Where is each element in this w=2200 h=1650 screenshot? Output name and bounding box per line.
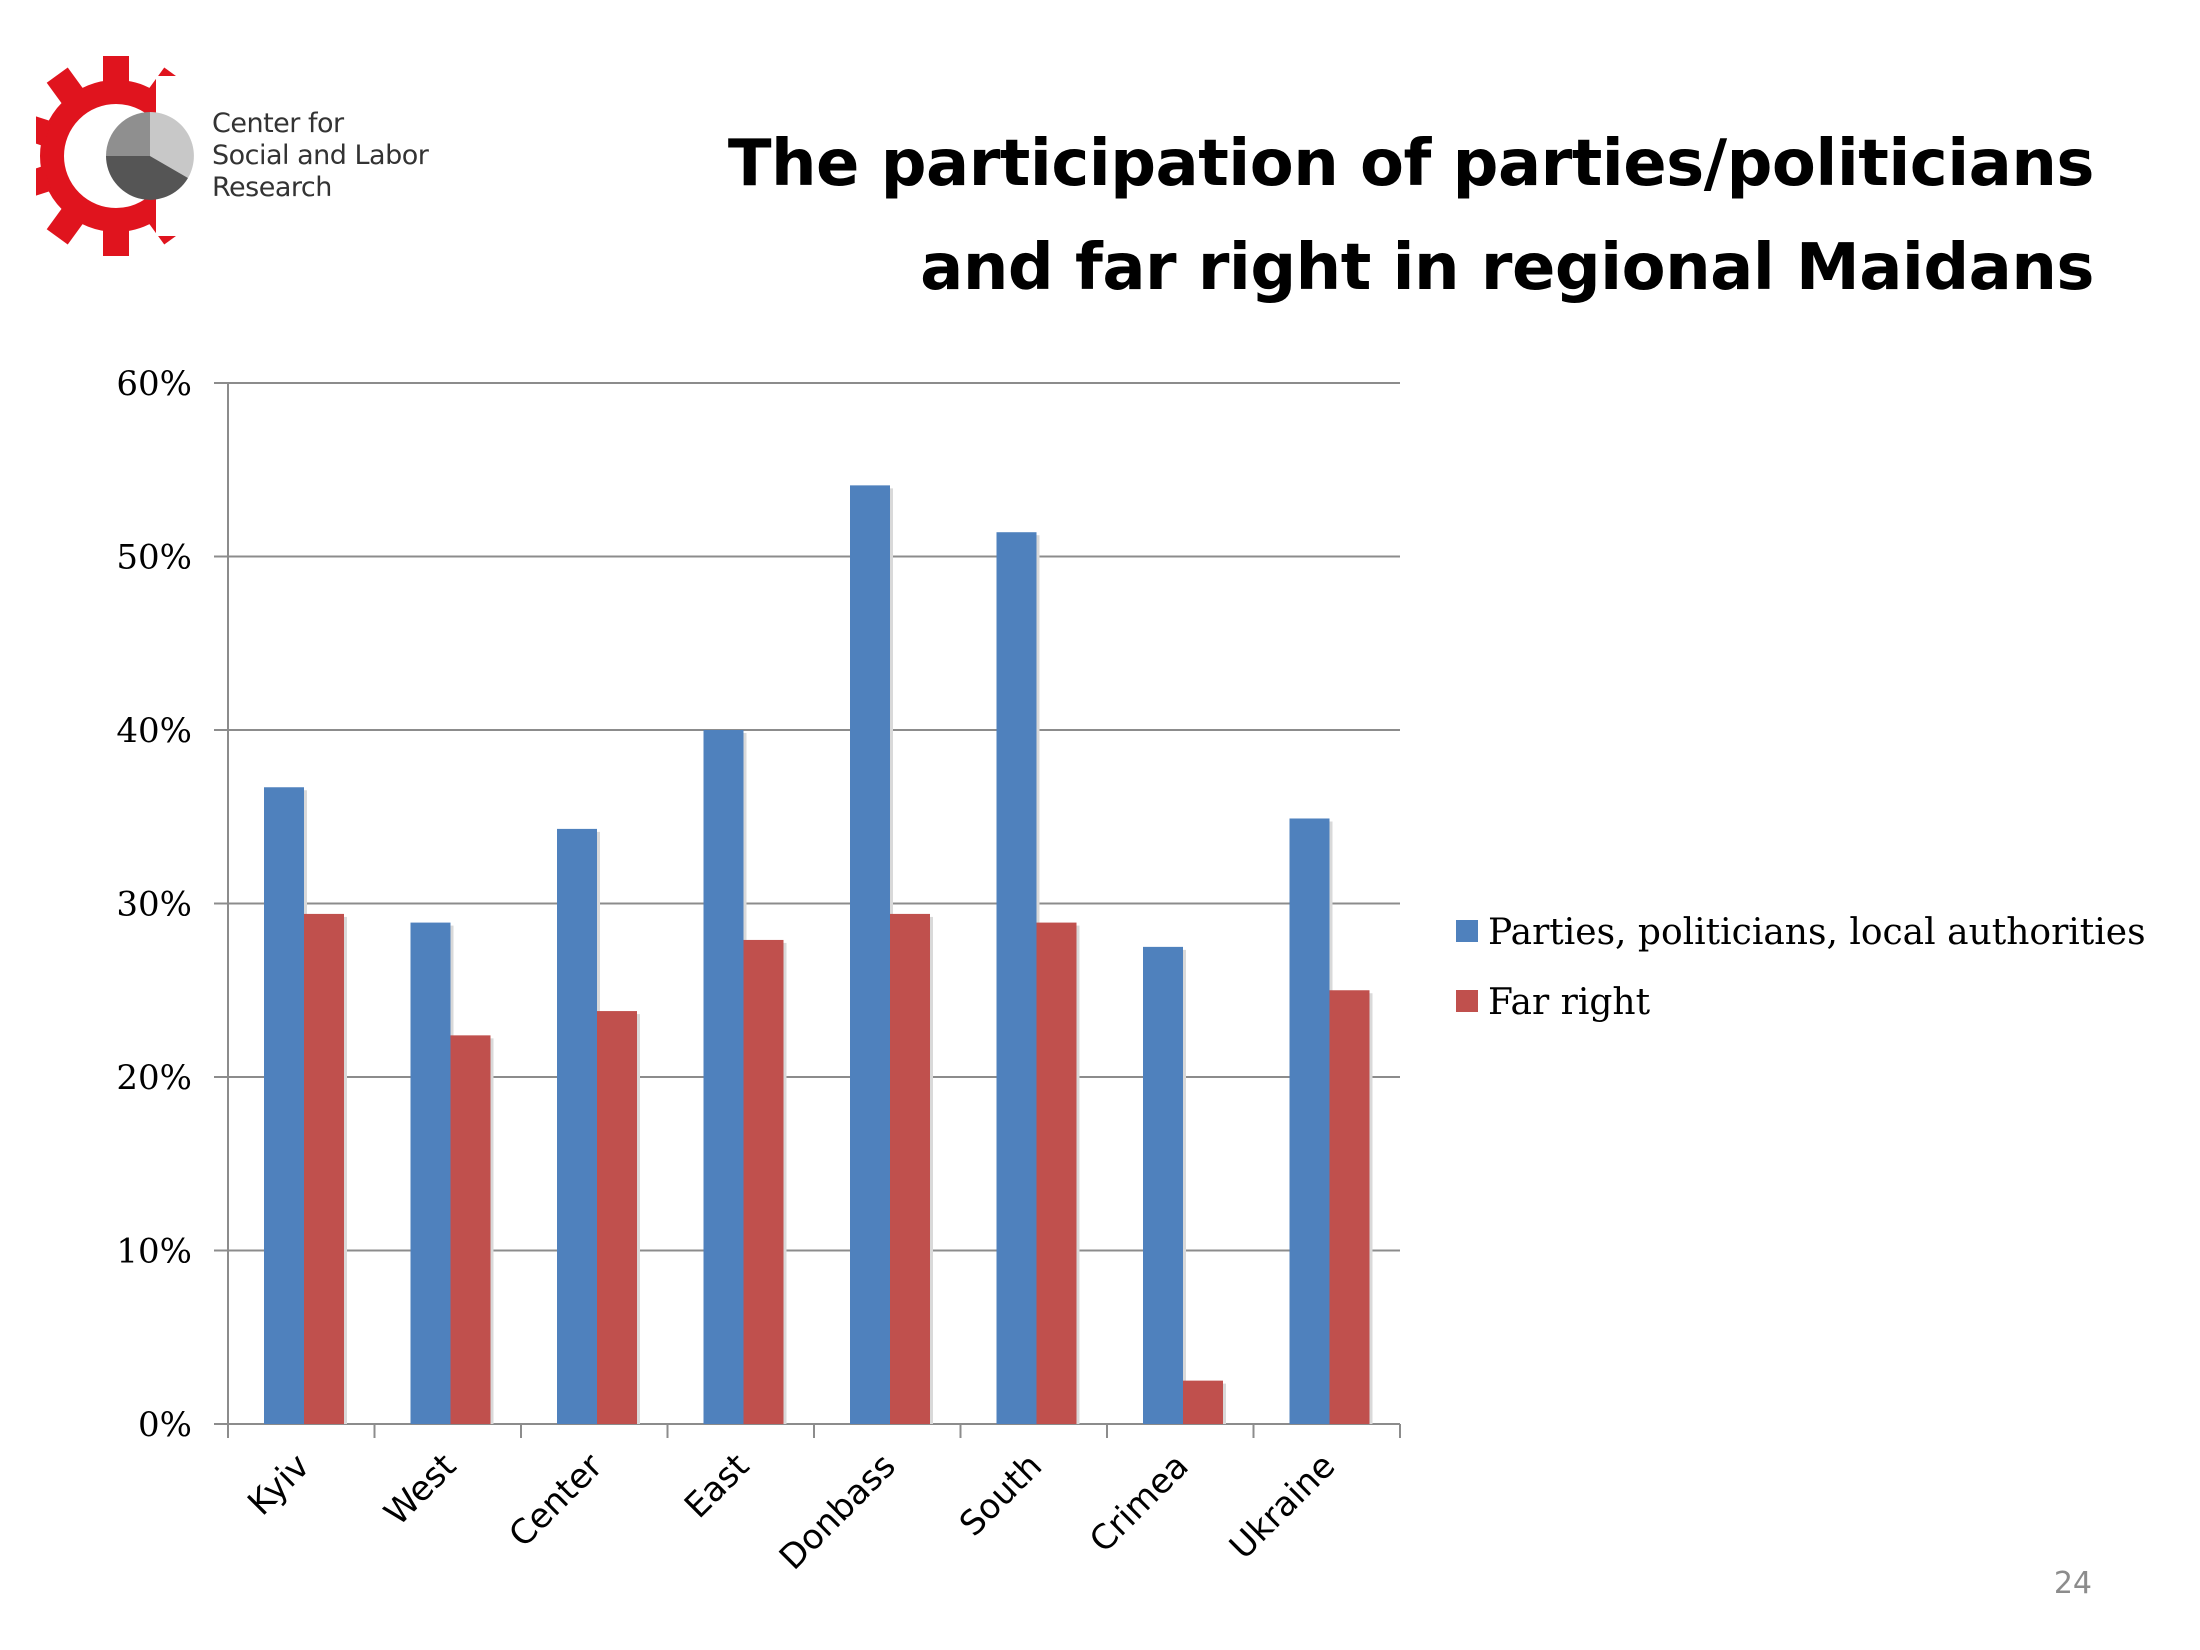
y-tick-label: 0% xyxy=(138,1405,192,1445)
bar xyxy=(1143,946,1183,1424)
bar xyxy=(1036,922,1077,1424)
bar xyxy=(597,1011,637,1424)
bar xyxy=(1329,990,1370,1424)
pie-emblem xyxy=(106,112,194,200)
bar xyxy=(410,922,451,1424)
logo-text-line-3: Research xyxy=(212,172,332,203)
x-axis: Kyiv West Center East Donbass South Crimea Ukra… xyxy=(227,1423,1401,1578)
logo-text-line-2: Social and Labor xyxy=(212,140,429,171)
bar xyxy=(1289,818,1330,1424)
bar xyxy=(703,730,744,1424)
y-tick-label: 40% xyxy=(116,711,192,751)
slide-title: The participation of parties/politicians… xyxy=(594,112,2095,320)
grid-lines xyxy=(228,382,1400,1252)
y-tick-label: 10% xyxy=(116,1232,192,1272)
legend: Parties, politicians, local authorities F… xyxy=(1456,912,2146,1023)
bar xyxy=(890,913,930,1424)
x-tick-label: Donbass xyxy=(772,1446,904,1578)
legend-swatch xyxy=(1456,990,1478,1012)
y-axis: 0% 10% 20% 30% 40% 50% 60% xyxy=(116,364,229,1445)
logo-text: Center for Social and Labor Research xyxy=(212,108,429,204)
gear-pie-logo-icon xyxy=(16,56,226,256)
x-tick-label: West xyxy=(377,1446,464,1533)
bar xyxy=(304,913,344,1424)
x-tick-label: South xyxy=(952,1446,1050,1544)
y-tick-label: 20% xyxy=(116,1058,192,1098)
y-tick-label: 30% xyxy=(116,885,192,925)
x-tick-label: East xyxy=(677,1446,757,1526)
page-number: 24 xyxy=(2053,1566,2092,1601)
bar xyxy=(264,787,304,1424)
bars xyxy=(264,485,1373,1424)
bar xyxy=(450,1035,491,1424)
bar xyxy=(850,485,890,1424)
bar xyxy=(1183,1380,1223,1424)
organization-logo: Center for Social and Labor Research xyxy=(16,40,456,280)
y-tick-label: 60% xyxy=(116,364,192,404)
legend-swatch xyxy=(1456,920,1478,942)
legend-label: Parties, politicians, local authorities xyxy=(1488,912,2146,953)
bar xyxy=(743,939,784,1424)
y-tick-label: 50% xyxy=(116,538,192,578)
slide-title-line-2: and far right in regional Maidans xyxy=(920,231,2094,305)
x-tick-label: Crimea xyxy=(1082,1446,1197,1561)
slide-title-line-1: The participation of parties/politicians xyxy=(727,127,2095,201)
x-tick-label: Center xyxy=(501,1446,610,1555)
x-tick-label: Kyiv xyxy=(240,1446,317,1523)
bar xyxy=(557,828,597,1424)
legend-label: Far right xyxy=(1488,982,1651,1023)
logo-text-line-1: Center for xyxy=(212,108,344,139)
bar xyxy=(996,532,1037,1424)
x-tick-label: Ukraine xyxy=(1222,1446,1343,1567)
